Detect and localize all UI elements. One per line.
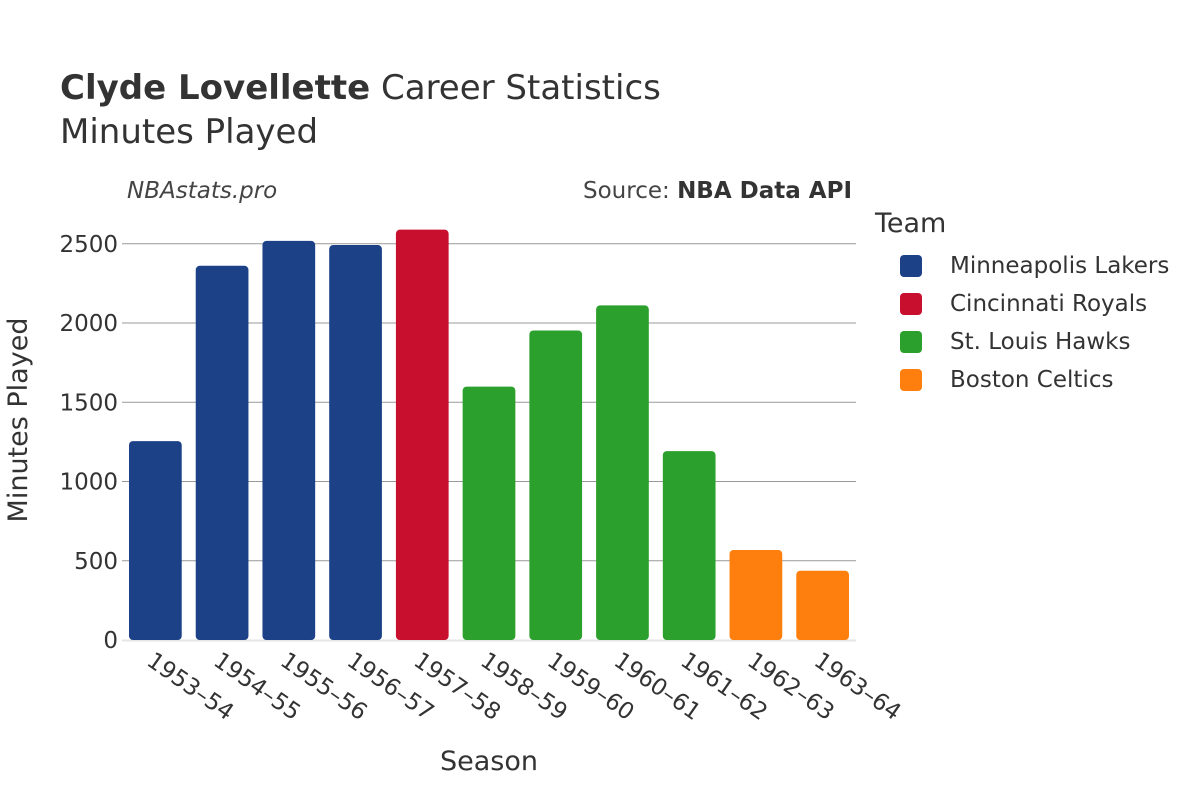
legend-swatch — [900, 293, 922, 315]
legend-label: Cincinnati Royals — [950, 291, 1148, 317]
chart-title: Clyde Lovellette Career Statistics — [60, 68, 661, 108]
title-rest: Career Statistics — [370, 68, 661, 108]
legend-items: Minneapolis Lakers Cincinnati Royals St. L… — [875, 247, 1169, 399]
legend: Team Minneapolis Lakers Cincinnati Royals… — [875, 208, 1169, 399]
y-tick-label: 1500 — [59, 390, 118, 416]
y-axis-ticks: 0 500 1000 1500 2000 2500 — [59, 232, 118, 654]
legend-label: Boston Celtics — [950, 367, 1114, 393]
legend-label: Minneapolis Lakers — [950, 253, 1170, 279]
bar-1956–57[interactable] — [329, 245, 382, 640]
bar-1958–59[interactable] — [462, 386, 516, 640]
y-axis-label: Minutes Played — [3, 318, 34, 523]
legend-swatch — [900, 255, 922, 277]
bar-1955–56[interactable] — [262, 240, 316, 640]
y-tick-label: 2000 — [59, 311, 118, 337]
source-prefix: Source: — [583, 178, 678, 204]
x-axis-ticks: 1953–541954–551955–561956–571957–581958–… — [142, 648, 906, 726]
bar-1953–54[interactable] — [129, 441, 182, 640]
bar-1961–62[interactable] — [662, 451, 716, 640]
legend-title: Team — [875, 208, 947, 239]
bar-1959–60[interactable] — [529, 330, 583, 640]
legend-swatch — [900, 331, 922, 353]
source-name: NBA Data API — [677, 178, 852, 204]
legend-item[interactable]: St. Louis Hawks — [875, 323, 1169, 361]
bars — [129, 229, 849, 641]
bar-1957–58[interactable] — [395, 229, 449, 641]
y-tick-label: 0 — [103, 628, 118, 654]
legend-item[interactable]: Boston Celtics — [875, 361, 1169, 399]
chart-subtitle: Minutes Played — [60, 112, 319, 152]
legend-item[interactable]: Minneapolis Lakers — [875, 247, 1169, 285]
watermark: NBAstats.pro — [127, 178, 278, 204]
y-tick-label: 2500 — [59, 232, 118, 258]
x-axis-label: Season — [440, 746, 538, 777]
legend-swatch — [900, 369, 922, 391]
bar-1960–61[interactable] — [596, 305, 649, 640]
bar-1962–63[interactable] — [729, 549, 783, 640]
title-player-name: Clyde Lovellette — [60, 68, 371, 108]
y-tick-label: 500 — [74, 549, 118, 575]
bar-1954–55[interactable] — [195, 265, 249, 640]
legend-item[interactable]: Cincinnati Royals — [875, 285, 1169, 323]
legend-label: St. Louis Hawks — [950, 329, 1131, 355]
source-credit: Source: NBA Data API — [583, 178, 852, 204]
y-tick-label: 1000 — [59, 470, 118, 496]
bar-1963–64[interactable] — [796, 570, 849, 640]
